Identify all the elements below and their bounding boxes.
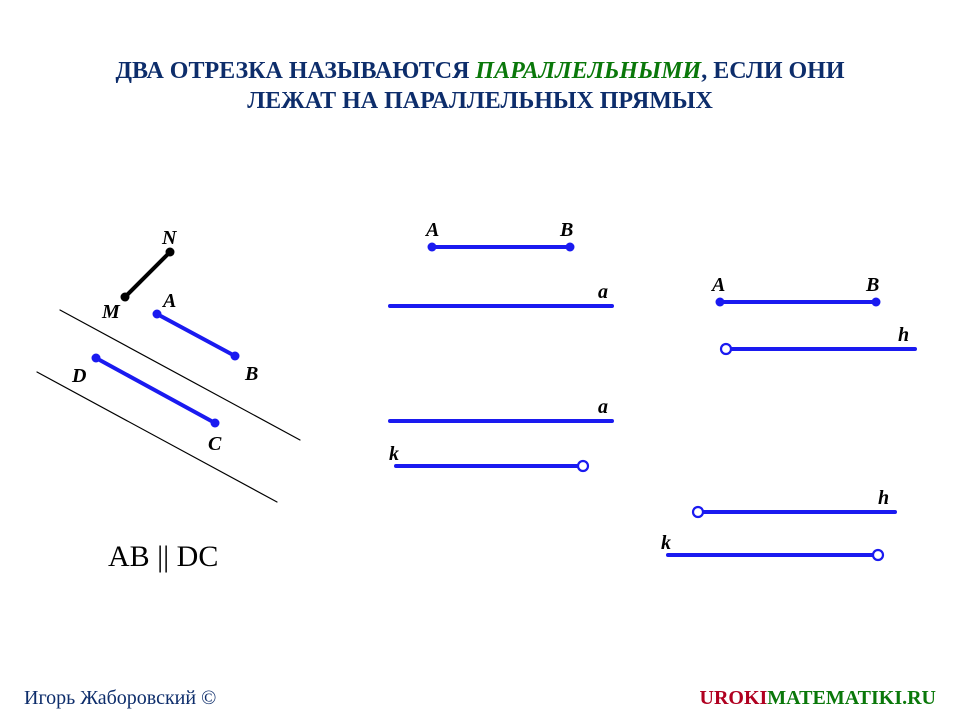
svg-text:N: N [161, 227, 178, 249]
site-part1: UROKI [700, 687, 768, 709]
site-part2: MATEMATIKI.RU [767, 687, 936, 709]
svg-text:A: A [710, 274, 725, 296]
parallel-expression: AB || DC [108, 540, 218, 574]
svg-text:D: D [71, 365, 86, 387]
svg-text:C: C [208, 433, 222, 455]
svg-text:k: k [661, 532, 671, 554]
svg-text:A: A [424, 219, 439, 241]
svg-text:h: h [898, 324, 909, 346]
svg-text:A: A [161, 290, 176, 312]
svg-text:B: B [559, 219, 573, 241]
svg-text:M: M [101, 301, 121, 323]
svg-text:a: a [598, 396, 608, 418]
svg-text:B: B [865, 274, 879, 296]
svg-text:k: k [389, 443, 399, 465]
site-credit: UROKIMATEMATIKI.RU [700, 687, 937, 710]
svg-text:a: a [598, 281, 608, 303]
geometry-diagram: A B D C M N A Ba a k A Bh h k [0, 0, 960, 720]
author-credit: Игорь Жаборовский © [24, 687, 216, 710]
svg-text:h: h [878, 487, 889, 509]
svg-text:B: B [244, 363, 258, 385]
